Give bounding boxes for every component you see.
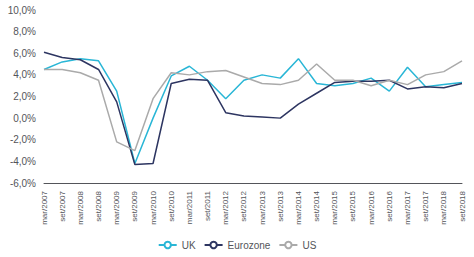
svg-text:mar/2012: mar/2012: [221, 190, 230, 224]
svg-text:set/2011: set/2011: [203, 190, 212, 221]
svg-text:US: US: [302, 240, 316, 251]
svg-text:mar/2017: mar/2017: [403, 190, 412, 224]
svg-text:mar/2011: mar/2011: [185, 190, 194, 224]
svg-text:mar/2013: mar/2013: [258, 190, 267, 224]
svg-text:set/2008: set/2008: [94, 190, 103, 221]
svg-text:mar/2007: mar/2007: [40, 190, 49, 224]
svg-text:mar/2010: mar/2010: [149, 190, 158, 224]
svg-text:set/2012: set/2012: [239, 190, 248, 221]
svg-text:set/2015: set/2015: [348, 190, 357, 221]
svg-text:set/2018: set/2018: [458, 190, 467, 221]
svg-text:mar/2014: mar/2014: [294, 190, 303, 224]
svg-text:set/2009: set/2009: [130, 190, 139, 221]
svg-text:6,0%: 6,0%: [13, 48, 36, 59]
svg-text:set/2016: set/2016: [385, 190, 394, 221]
svg-text:mar/2009: mar/2009: [112, 190, 121, 224]
svg-text:-2,0%: -2,0%: [10, 134, 36, 145]
svg-text:mar/2015: mar/2015: [330, 190, 339, 224]
svg-text:0,0%: 0,0%: [13, 113, 36, 124]
svg-text:2,0%: 2,0%: [13, 91, 36, 102]
svg-text:set/2017: set/2017: [421, 190, 430, 221]
svg-text:-4,0%: -4,0%: [10, 156, 36, 167]
svg-text:set/2007: set/2007: [58, 190, 67, 221]
svg-text:mar/2016: mar/2016: [367, 190, 376, 224]
svg-text:-6,0%: -6,0%: [10, 178, 36, 189]
svg-text:Eurozone: Eurozone: [228, 240, 271, 251]
svg-text:set/2014: set/2014: [312, 190, 321, 221]
svg-text:mar/2008: mar/2008: [76, 190, 85, 224]
svg-text:10,0%: 10,0%: [8, 5, 36, 16]
svg-text:4,0%: 4,0%: [13, 69, 36, 80]
svg-text:8,0%: 8,0%: [13, 26, 36, 37]
svg-text:set/2013: set/2013: [276, 190, 285, 221]
svg-text:mar/2018: mar/2018: [439, 190, 448, 224]
svg-text:set/2010: set/2010: [167, 190, 176, 221]
svg-text:UK: UK: [182, 240, 196, 251]
